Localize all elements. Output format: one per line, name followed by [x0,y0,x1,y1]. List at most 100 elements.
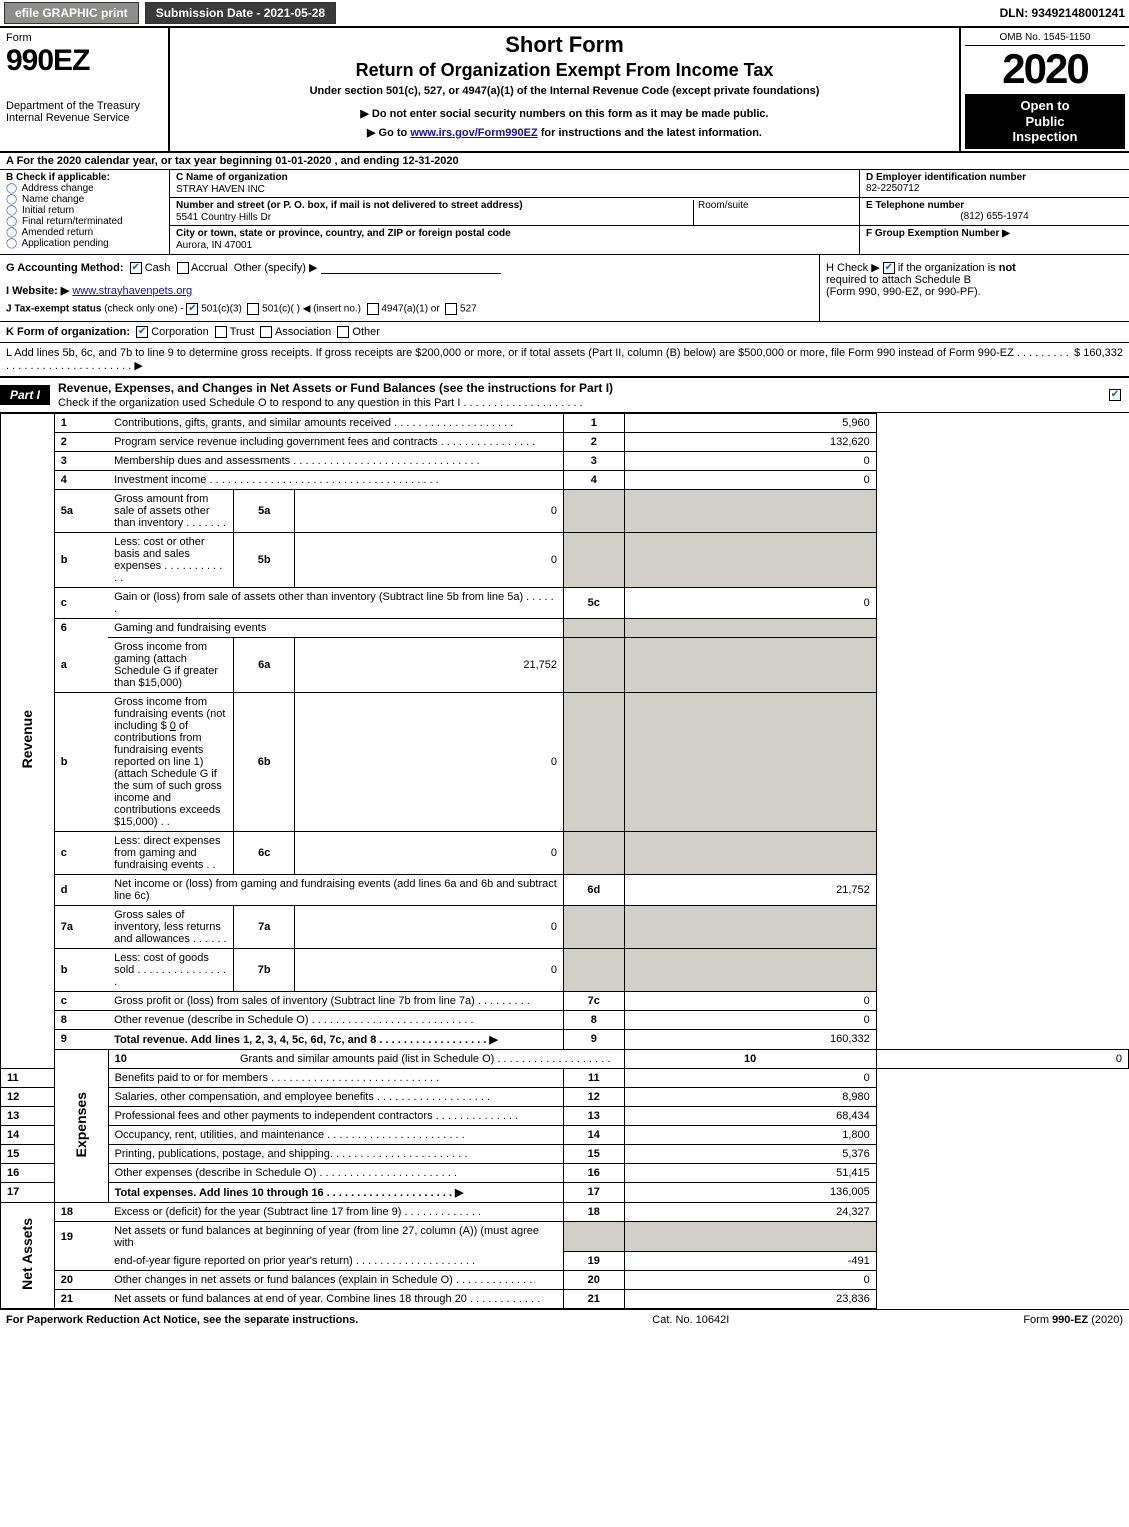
cb-amended-return[interactable]: ◯ Amended return [6,227,163,238]
val-17: 136,005 [624,1182,876,1202]
form-word: Form [6,32,162,44]
org-name-label: C Name of organization [176,172,853,183]
row-6: 6 Gaming and fundraising events [1,618,1129,637]
ln-6b-shade [564,692,625,831]
cb-address-change[interactable]: ◯ Address change [6,183,163,194]
tax-exempt-label: J Tax-exempt status [6,304,101,315]
num-5a: 5a [54,489,108,532]
num-2: 2 [54,432,108,451]
num-16: 16 [1,1163,55,1182]
row-10: Expenses 10 Grants and similar amounts p… [1,1049,1129,1068]
bval-7a: 0 [294,905,563,948]
under-section: Under section 501(c), 527, or 4947(a)(1)… [176,85,953,97]
cb-501c[interactable] [247,303,259,315]
box-7a: 7a [234,905,295,948]
open2: Public [967,114,1123,130]
val-11: 0 [624,1068,876,1087]
cb-4947[interactable] [367,303,379,315]
row-20: 20 Other changes in net assets or fund b… [1,1271,1129,1290]
txt-5b: Less: cost or other basis and sales expe… [108,532,234,587]
dept-treasury: Department of the Treasury [6,100,162,112]
footer-left: For Paperwork Reduction Act Notice, see … [6,1314,358,1326]
part-i-tag: Part I [0,385,50,405]
h-post3: (Form 990, 990-EZ, or 990-PF). [826,286,981,298]
txt-21: Net assets or fund balances at end of ye… [108,1290,563,1309]
cb-501c3[interactable] [186,303,198,315]
val-7a-shade [624,905,876,948]
col-d-ids: D Employer identification number 82-2250… [859,170,1129,254]
row-4: 4 Investment income . . . . . . . . . . … [1,470,1129,489]
row-5b: b Less: cost or other basis and sales ex… [1,532,1129,587]
form-number: 990EZ [6,44,162,78]
ln-7c: 7c [564,991,625,1010]
txt-20: Other changes in net assets or fund bala… [108,1271,563,1290]
cb-527[interactable] [445,303,457,315]
txt-17: Total expenses. Add lines 10 through 16 … [108,1182,563,1202]
bval-6b: 0 [294,692,563,831]
city-row: City or town, state or province, country… [170,226,859,254]
cb-not-required[interactable] [883,262,895,274]
row-k-form-org: K Form of organization: Corporation Trus… [0,322,1129,343]
ln-18: 18 [564,1202,625,1221]
txt-8: Other revenue (describe in Schedule O) .… [108,1010,563,1029]
txt-19b: end-of-year figure reported on prior yea… [108,1252,563,1271]
val-6-shade [624,618,876,637]
val-5a-shade [624,489,876,532]
row-3: 3 Membership dues and assessments . . . … [1,451,1129,470]
open-inspection-box: Open to Public Inspection [965,94,1125,149]
dln-label: DLN: 93492148001241 [1000,6,1125,20]
website-label: I Website: ▶ [6,285,69,297]
num-7b: b [54,948,108,991]
box-7b: 7b [234,948,295,991]
val-4: 0 [624,470,876,489]
col-h: H Check ▶ if the organization is not req… [819,255,1129,321]
irs-link[interactable]: www.irs.gov/Form990EZ [410,127,537,139]
num-4: 4 [54,470,108,489]
col-c-org-info: C Name of organization STRAY HAVEN INC R… [170,170,859,254]
ln-5c: 5c [564,587,625,618]
cb-name-change[interactable]: ◯ Name change [6,194,163,205]
cb-association[interactable] [260,326,272,338]
cb-final-return[interactable]: ◯ Final return/terminated [6,216,163,227]
other-specify-input[interactable] [321,262,501,274]
cb-application-pending[interactable]: ◯ Application pending [6,238,163,249]
group-exemption-label: F Group Exemption Number ▶ [866,228,1010,239]
block-ghij: G Accounting Method: Cash Accrual Other … [0,255,1129,322]
val-3: 0 [624,451,876,470]
col-g: G Accounting Method: Cash Accrual Other … [0,255,819,321]
row-13: 13 Professional fees and other payments … [1,1106,1129,1125]
efile-print-button[interactable]: efile GRAPHIC print [4,2,139,24]
num-8: 8 [54,1010,108,1029]
website-link[interactable]: www.strayhavenpets.org [72,285,192,297]
num-6c: c [54,831,108,874]
cb-cash[interactable] [130,262,142,274]
ln-6c-shade [564,831,625,874]
num-9: 9 [54,1029,108,1049]
cb-initial-return[interactable]: ◯ Initial return [6,205,163,216]
num-19: 19 [54,1221,108,1252]
submission-date-button[interactable]: Submission Date - 2021-05-28 [145,2,336,24]
cb-other-org[interactable] [337,326,349,338]
txt-9: Total revenue. Add lines 1, 2, 3, 4, 5c,… [108,1029,563,1049]
cb-corporation[interactable] [136,326,148,338]
cb-trust[interactable] [215,326,227,338]
cb-accrual[interactable] [177,262,189,274]
footer-cat-no: Cat. No. 10642I [358,1314,1023,1326]
bval-5b: 0 [294,532,563,587]
return-title: Return of Organization Exempt From Incom… [176,60,953,81]
val-15: 5,376 [624,1144,876,1163]
txt-7a: Gross sales of inventory, less returns a… [108,905,234,948]
tel-row: E Telephone number (812) 655-1974 [860,198,1129,226]
part-i-checkbox[interactable] [1101,386,1129,404]
box-6b: 6b [234,692,295,831]
txt-6: Gaming and fundraising events [108,618,563,637]
header-left: Form 990EZ Department of the Treasury In… [0,28,170,151]
ln-21: 21 [564,1290,625,1309]
txt-6a: Gross income from gaming (attach Schedul… [108,637,234,692]
num-6a: a [54,637,108,692]
footer-form-ref: Form 990-EZ (2020) [1023,1314,1123,1326]
val-18: 24,327 [624,1202,876,1221]
col-b-checkboxes: B Check if applicable: ◯ Address change … [0,170,170,254]
row-5a: 5a Gross amount from sale of assets othe… [1,489,1129,532]
lbl-association: Association [275,326,331,338]
